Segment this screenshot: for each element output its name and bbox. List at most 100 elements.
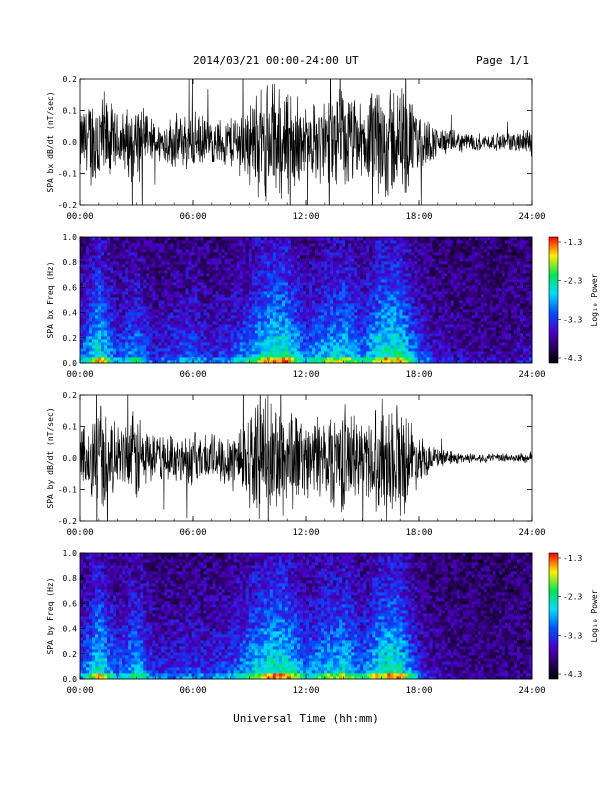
heatmap-cell [173, 345, 177, 349]
heatmap-cell [101, 291, 105, 295]
heatmap-cell [299, 327, 304, 331]
heatmap-cell [161, 339, 165, 343]
heatmap-cell [209, 294, 213, 298]
heatmap-cell [206, 246, 210, 250]
heatmap-cell [281, 270, 286, 274]
heatmap-cell [275, 246, 280, 250]
heatmap-cell [200, 336, 204, 340]
heatmap-cell [197, 345, 201, 349]
heatmap-cell [197, 267, 201, 271]
heatmap-cell [233, 288, 238, 292]
heatmap-cell [296, 318, 301, 322]
heatmap-cell [203, 333, 207, 337]
heatmap-cell [173, 315, 177, 319]
heatmap-cell [375, 339, 379, 343]
heatmap-cell [215, 249, 220, 253]
heatmap-cell [414, 309, 418, 313]
heatmap-cell [417, 261, 421, 265]
heatmap-cell [176, 309, 180, 313]
heatmap-cell [104, 318, 108, 322]
heatmap-cell [188, 291, 192, 295]
heatmap-cell [275, 306, 280, 310]
heatmap-cell [411, 342, 415, 346]
heatmap-cell [191, 300, 195, 304]
heatmap-cell [372, 240, 376, 244]
heatmap-cell [257, 246, 262, 250]
heatmap-cell [203, 309, 207, 313]
heatmap-cell [242, 321, 247, 325]
heatmap-cell [95, 255, 99, 259]
heatmap-cell [417, 279, 421, 283]
heatmap-cell [161, 306, 165, 310]
heatmap-cell [417, 321, 421, 325]
heatmap-cell [248, 330, 253, 334]
heatmap-cell [251, 351, 256, 355]
heatmap-cell [227, 246, 232, 250]
heatmap-cell [269, 252, 274, 256]
heatmap-cell [188, 351, 192, 355]
heatmap-cell [116, 351, 120, 355]
heatmap-cell [203, 279, 207, 283]
heatmap-cell [122, 342, 126, 346]
heatmap-cell [227, 237, 232, 241]
heatmap-cell [206, 297, 210, 301]
heatmap-cell [360, 297, 364, 301]
heatmap-cell [128, 282, 132, 286]
heatmap-cell [387, 324, 391, 328]
heatmap-cell [92, 273, 96, 277]
heatmap-cell [260, 312, 265, 316]
heatmap-cell [200, 276, 204, 280]
heatmap-cell [92, 279, 96, 283]
heatmap-cell [381, 360, 385, 364]
heatmap-cell [348, 279, 352, 283]
heatmap-cell [357, 279, 361, 283]
heatmap-cell [230, 297, 235, 301]
heatmap-cell [293, 309, 298, 313]
heatmap-cell [227, 357, 232, 361]
heatmap-cell [119, 318, 123, 322]
heatmap-cell [345, 321, 349, 325]
y-tick-label: 0.1 [63, 107, 78, 116]
heatmap-cell [339, 276, 343, 280]
heatmap-cell [333, 255, 337, 259]
heatmap-cell [236, 324, 241, 328]
heatmap-cell [209, 264, 213, 268]
heatmap-cell [405, 249, 409, 253]
heatmap-cell [161, 303, 165, 307]
heatmap-cell [293, 312, 298, 316]
heatmap-cell [179, 309, 183, 313]
heatmap-cell [429, 264, 433, 268]
heatmap-cell [173, 360, 177, 364]
heatmap-cell [321, 306, 325, 310]
heatmap-cell [185, 303, 189, 307]
heatmap-cell [284, 264, 289, 268]
heatmap-cell [306, 348, 310, 352]
heatmap-cell [408, 345, 412, 349]
heatmap-cell [339, 333, 343, 337]
heatmap-cell [324, 243, 328, 247]
heatmap-cell [113, 321, 117, 325]
heatmap-cell [257, 309, 262, 313]
heatmap-cell [176, 249, 180, 253]
heatmap-cell [309, 345, 313, 349]
heatmap-cell [212, 321, 216, 325]
heatmap-cell [197, 237, 201, 241]
heatmap-cell [426, 237, 430, 241]
heatmap-cell [281, 333, 286, 337]
heatmap-cell [209, 339, 213, 343]
heatmap-cell [155, 285, 159, 289]
heatmap-cell [143, 339, 147, 343]
heatmap-cell [372, 249, 376, 253]
heatmap-cell [233, 258, 238, 262]
heatmap-cell [306, 354, 310, 358]
heatmap-cell [221, 252, 226, 256]
heatmap-cell [245, 360, 250, 364]
heatmap-cell [194, 249, 198, 253]
heatmap-cell [107, 306, 111, 310]
heatmap-cell [209, 333, 213, 337]
heatmap-cell [290, 270, 295, 274]
heatmap-cell [128, 291, 132, 295]
heatmap-cell [251, 291, 256, 295]
heatmap-cell [402, 291, 406, 295]
